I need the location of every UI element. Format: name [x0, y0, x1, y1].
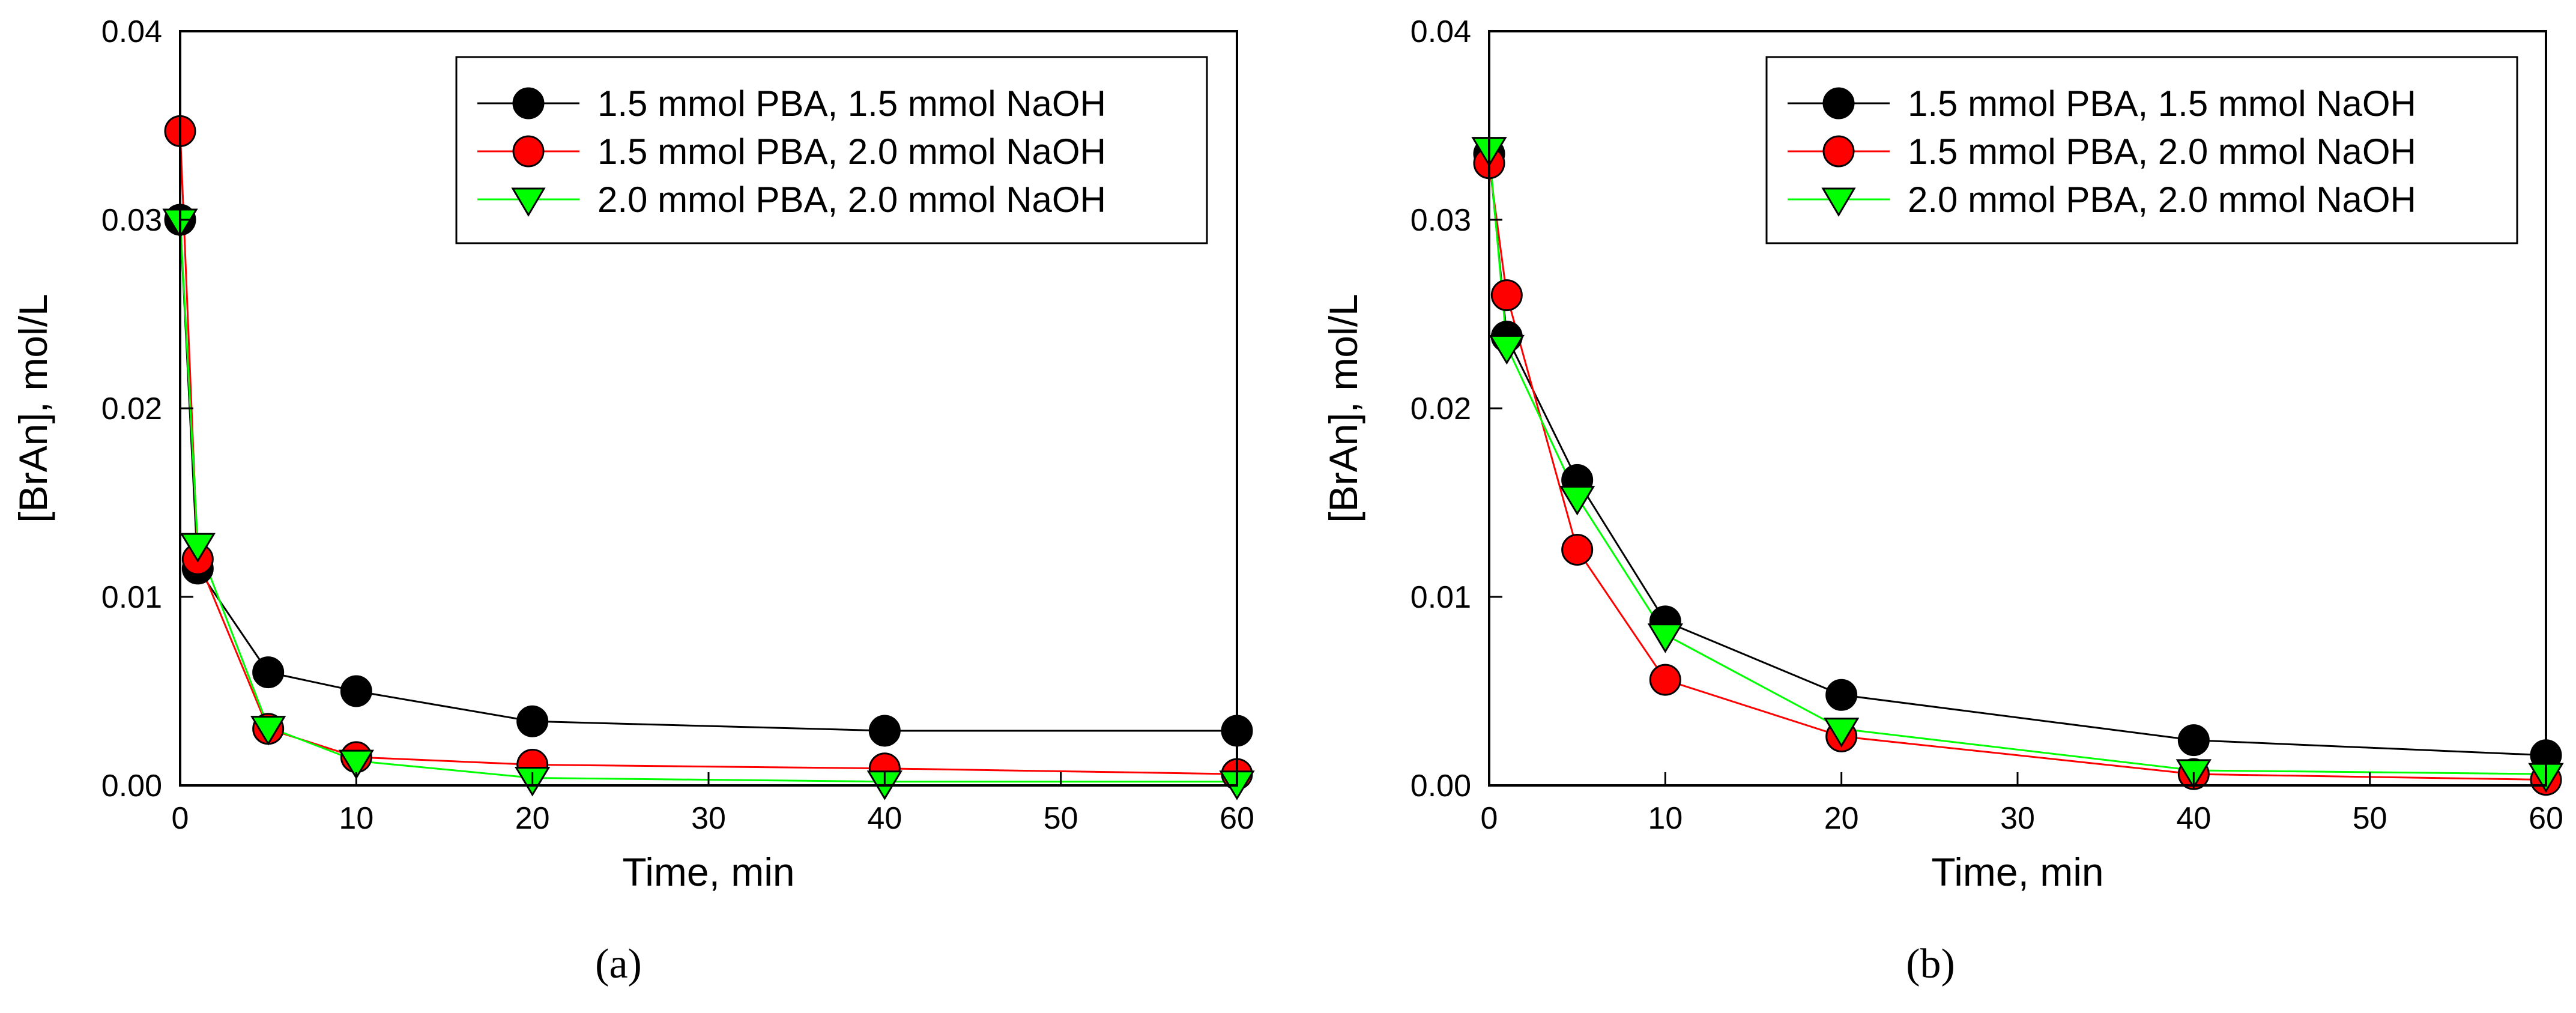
ytick-label: 0.03: [1410, 203, 1471, 238]
xtick-label: 40: [2176, 801, 2211, 836]
panel-b-ytick-labels: 0.00 0.01 0.02 0.03 0.04: [1410, 14, 1471, 803]
series-line-2: [1488, 163, 2547, 781]
panel-a-ytick-labels: 0.00 0.01 0.02 0.03 0.04: [101, 14, 162, 803]
xtick-label: 50: [1044, 801, 1078, 836]
y-axis-title: [BrAn], mol/L: [11, 294, 55, 522]
series-line-3: [179, 219, 1237, 783]
ytick-label: 0.02: [1410, 392, 1471, 426]
data-point: [516, 705, 549, 737]
data-point: [338, 749, 374, 780]
panel-b-legend: 1.5 mmol PBA, 1.5 mmol NaOH 1.5 mmol PBA…: [1765, 56, 2518, 244]
panel-b-xtick-labels: 0 10 20 30 40 50 60: [1481, 801, 2563, 836]
legend-marker: [1822, 135, 1855, 168]
xtick-label: 40: [867, 801, 902, 836]
xtick-label: 0: [172, 801, 189, 836]
y-axis-title: [BrAn], mol/L: [1321, 294, 1365, 522]
legend-box: [1765, 56, 2518, 244]
legend-label: 2.0 mmol PBA, 2.0 mmol NaOH: [597, 180, 1106, 220]
legend-entry: 1.5 mmol PBA, 2.0 mmol NaOH: [477, 132, 1106, 172]
panel-a-xtick-labels: 0 10 20 30 40 50 60: [172, 801, 1254, 836]
ytick-label: 0.01: [101, 580, 162, 615]
xtick-label: 30: [691, 801, 726, 836]
data-point: [340, 675, 372, 707]
legend-label: 1.5 mmol PBA, 1.5 mmol NaOH: [597, 83, 1106, 124]
ytick-label: 0.00: [101, 769, 162, 803]
legend-label: 1.5 mmol PBA, 2.0 mmol NaOH: [597, 132, 1106, 172]
panel-a-legend: 1.5 mmol PBA, 1.5 mmol NaOH 1.5 mmol PBA…: [455, 56, 1208, 244]
chart-panel-b: 0 10 20 30 40 50 60 0.00 0.01 0.02 0.03 …: [1321, 14, 2564, 987]
data-point: [868, 715, 901, 747]
xtick-label: 30: [2000, 801, 2035, 836]
panel-a-ticks: [179, 30, 1238, 787]
xtick-label: 60: [1220, 801, 1254, 836]
legend-entry: 1.5 mmol PBA, 1.5 mmol NaOH: [1788, 83, 2416, 124]
legend-entry: 2.0 mmol PBA, 2.0 mmol NaOH: [477, 180, 1106, 220]
chart-panel-a: 0 10 20 30 40 50 60 0.00 0.01 0.02 0.03 …: [11, 14, 1255, 987]
legend-label: 1.5 mmol PBA, 2.0 mmol NaOH: [1908, 132, 2416, 172]
legend-entry: 1.5 mmol PBA, 2.0 mmol NaOH: [1788, 132, 2416, 172]
ytick-label: 0.03: [101, 203, 162, 238]
data-point: [250, 716, 286, 746]
ytick-label: 0.00: [1410, 769, 1471, 803]
legend-label: 2.0 mmol PBA, 2.0 mmol NaOH: [1908, 180, 2416, 220]
legend-marker: [1821, 187, 1856, 217]
xtick-label: 20: [1824, 801, 1859, 836]
data-point: [1825, 679, 1858, 711]
xtick-label: 0: [1481, 801, 1498, 836]
data-point: [1489, 334, 1525, 365]
panel-b-ticks: [1488, 30, 2547, 787]
data-point: [1490, 279, 1523, 312]
legend-entry: 2.0 mmol PBA, 2.0 mmol NaOH: [1788, 180, 2416, 220]
xtick-label: 10: [1648, 801, 1683, 836]
ytick-label: 0.01: [1410, 580, 1471, 615]
data-point: [1561, 534, 1594, 566]
ytick-label: 0.04: [1410, 14, 1471, 49]
ytick-label: 0.04: [101, 14, 162, 49]
legend-label: 1.5 mmol PBA, 1.5 mmol NaOH: [1908, 83, 2416, 124]
data-point: [1649, 664, 1681, 696]
legend-marker: [512, 87, 545, 119]
legend-marker: [511, 187, 546, 217]
xtick-label: 10: [339, 801, 373, 836]
data-point: [1647, 623, 1683, 653]
ytick-label: 0.02: [101, 392, 162, 426]
data-point: [180, 533, 216, 563]
panel-label-b: (b): [1906, 941, 1955, 987]
legend-marker: [512, 135, 545, 168]
panel-label-a: (a): [595, 941, 642, 987]
series-line-1: [179, 219, 1237, 732]
data-point: [2177, 724, 2210, 757]
x-axis-title: Time, min: [622, 850, 794, 894]
legend-box: [455, 56, 1208, 244]
legend-entry: 1.5 mmol PBA, 1.5 mmol NaOH: [477, 83, 1106, 124]
legend-marker: [1822, 87, 1855, 119]
data-point: [1824, 718, 1860, 748]
x-axis-title: Time, min: [1931, 850, 2103, 894]
xtick-label: 60: [2529, 801, 2563, 836]
data-point: [252, 656, 285, 689]
xtick-label: 50: [2353, 801, 2387, 836]
xtick-label: 20: [515, 801, 550, 836]
data-point: [1559, 486, 1595, 516]
